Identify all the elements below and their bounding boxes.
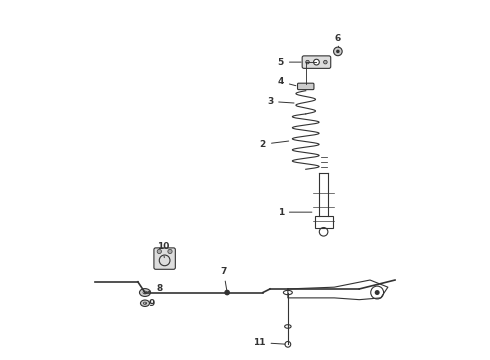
- Text: 3: 3: [267, 97, 294, 106]
- Circle shape: [323, 60, 327, 64]
- Ellipse shape: [140, 289, 150, 296]
- Text: 10: 10: [157, 242, 169, 258]
- Text: 8: 8: [147, 284, 162, 293]
- FancyBboxPatch shape: [302, 56, 331, 68]
- Ellipse shape: [143, 291, 147, 294]
- Circle shape: [224, 290, 230, 296]
- Ellipse shape: [141, 300, 149, 306]
- Circle shape: [336, 50, 340, 53]
- Circle shape: [314, 59, 319, 65]
- Text: 9: 9: [145, 299, 155, 308]
- Text: 6: 6: [335, 35, 341, 47]
- Text: 5: 5: [278, 58, 301, 67]
- Text: 4: 4: [277, 77, 296, 86]
- FancyBboxPatch shape: [297, 83, 314, 90]
- Ellipse shape: [144, 302, 147, 304]
- Circle shape: [168, 249, 172, 253]
- Text: 7: 7: [220, 267, 227, 290]
- Circle shape: [157, 249, 161, 253]
- Circle shape: [306, 60, 309, 64]
- Text: 2: 2: [260, 140, 289, 149]
- FancyBboxPatch shape: [154, 248, 175, 269]
- Circle shape: [375, 290, 380, 295]
- Text: 1: 1: [278, 208, 312, 217]
- Circle shape: [334, 47, 342, 56]
- Text: 11: 11: [253, 338, 285, 347]
